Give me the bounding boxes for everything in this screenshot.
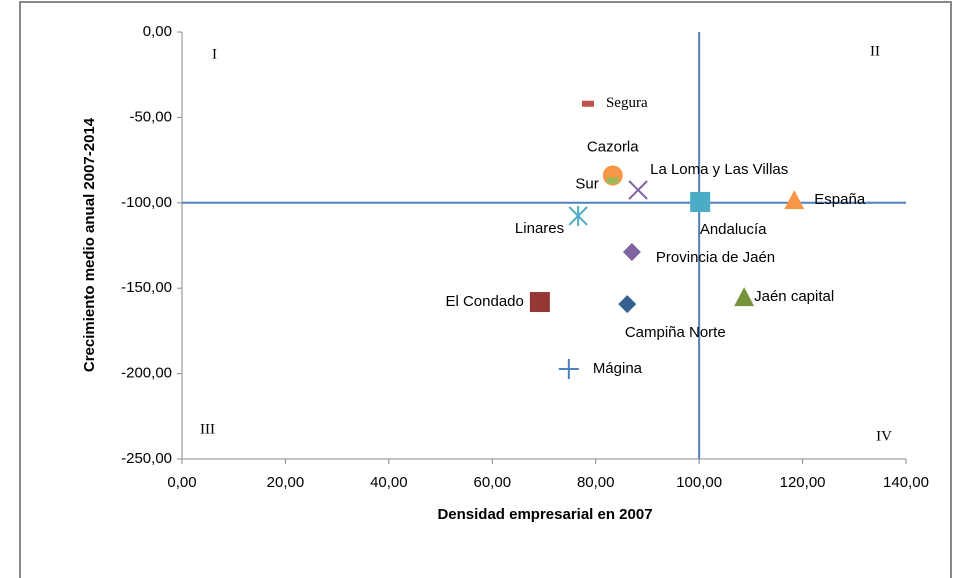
point-label: Provincia de Jaén bbox=[656, 249, 775, 266]
point bbox=[690, 191, 711, 212]
chart-frame bbox=[19, 1, 952, 578]
y-tick-label: -100,00 bbox=[121, 194, 172, 211]
point-label: Linares bbox=[515, 220, 564, 237]
point bbox=[581, 100, 594, 107]
y-tick-label: -200,00 bbox=[121, 365, 172, 382]
point-label: La Loma y Las Villas bbox=[650, 161, 788, 178]
y-tick-label: 0,00 bbox=[143, 23, 172, 40]
x-tick-label: 80,00 bbox=[577, 474, 615, 491]
quadrant-label: III bbox=[200, 421, 215, 437]
quadrant-label: I bbox=[212, 46, 217, 62]
point bbox=[606, 177, 619, 184]
point bbox=[622, 242, 641, 261]
y-tick-label: -150,00 bbox=[121, 279, 172, 296]
point bbox=[568, 205, 588, 226]
point-label: Mágina bbox=[593, 360, 643, 377]
point-label: El Condado bbox=[445, 293, 523, 310]
point-label: Jaén capital bbox=[754, 288, 834, 305]
y-axis-title: Crecimiento medio anual 2007-2014 bbox=[81, 117, 98, 372]
y-tick-label: -50,00 bbox=[129, 108, 172, 125]
point bbox=[784, 190, 805, 210]
point bbox=[558, 358, 579, 379]
point bbox=[529, 292, 550, 313]
x-tick-label: 140,00 bbox=[883, 474, 929, 491]
point bbox=[628, 180, 648, 200]
x-tick-label: 120,00 bbox=[780, 474, 826, 491]
x-axis-title: Densidad empresarial en 2007 bbox=[437, 506, 652, 523]
y-tick-label: -250,00 bbox=[121, 450, 172, 467]
point bbox=[618, 295, 637, 314]
point bbox=[734, 287, 755, 307]
x-tick-label: 40,00 bbox=[370, 474, 408, 491]
x-tick-label: 100,00 bbox=[676, 474, 722, 491]
point-label: Cazorla bbox=[587, 138, 639, 155]
x-tick-label: 20,00 bbox=[267, 474, 305, 491]
x-tick-label: 0,00 bbox=[167, 474, 196, 491]
point-label: Campiña Norte bbox=[625, 324, 726, 341]
point-label: Segura bbox=[606, 95, 648, 111]
point-label: España bbox=[814, 191, 866, 208]
quadrant-label: II bbox=[870, 43, 880, 59]
quadrant-label: IV bbox=[876, 428, 892, 444]
point-label: Andalucía bbox=[700, 221, 767, 238]
point-label: Sur bbox=[575, 176, 598, 193]
x-tick-label: 60,00 bbox=[474, 474, 512, 491]
